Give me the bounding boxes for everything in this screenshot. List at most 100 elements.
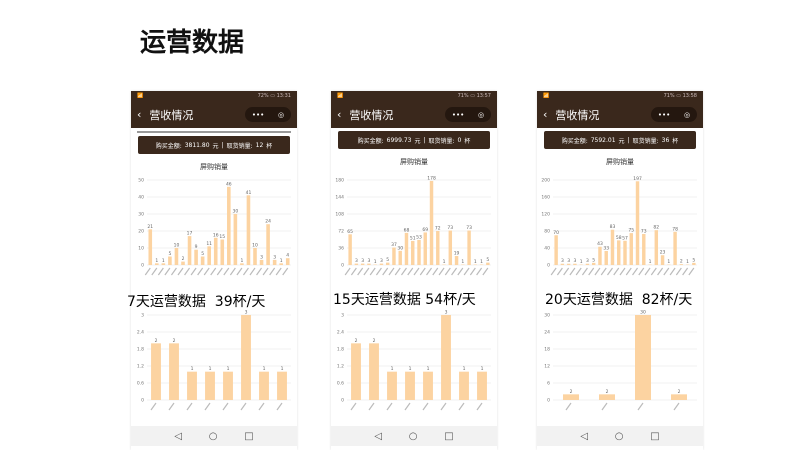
bar-value-label: 16 — [213, 232, 219, 238]
category-label-mark — [150, 402, 157, 411]
more-icon[interactable]: ••• — [657, 110, 671, 119]
back-icon[interactable]: ‹ — [137, 108, 142, 121]
nav-back-icon[interactable]: ◁ — [580, 430, 589, 442]
bar-value-label: 43 — [597, 241, 603, 247]
category-label-mark — [258, 402, 265, 411]
category-label-mark — [400, 267, 407, 276]
capsule-menu[interactable]: ••• ◎ — [651, 107, 697, 122]
status-right: 72% ▭ 13:31 — [257, 93, 291, 99]
bar — [423, 232, 427, 265]
capsule-menu[interactable]: ••• ◎ — [245, 107, 291, 122]
bar — [241, 315, 251, 400]
bar-value-label: 5 — [168, 251, 171, 257]
bar — [404, 232, 409, 265]
nav-recent-icon[interactable]: □ — [650, 430, 660, 442]
category-label-mark — [275, 267, 282, 276]
bar — [635, 181, 640, 265]
sales-label: 取货销量: — [428, 137, 455, 145]
category-label-mark — [240, 402, 247, 411]
bar-value-label: 3 — [445, 310, 448, 316]
category-label-mark — [632, 267, 639, 276]
bottom-bar-chart: 0 0.6 1.2 1.8 2.4 3 2 2 1 1 1 3 1 1 — [337, 310, 491, 411]
android-nav-bar: ◁ ○ □ — [131, 426, 297, 446]
bar — [187, 371, 197, 400]
back-icon[interactable]: ‹ — [543, 108, 548, 121]
category-label-mark — [151, 267, 158, 276]
bar — [207, 246, 211, 265]
category-label-mark — [588, 267, 595, 276]
y-tick-label: 1.8 — [137, 347, 144, 353]
bar-value-label: 41 — [246, 190, 252, 196]
more-icon[interactable]: ••• — [451, 110, 465, 119]
back-icon[interactable]: ‹ — [337, 108, 342, 121]
summary-box: 购买金额: 7592.01 元 | 取货销量: 36 杯 — [544, 131, 696, 149]
nav-recent-icon[interactable]: □ — [244, 430, 254, 442]
summary-box: 购买金额: 6999.73 元 | 取货销量: 0 杯 — [338, 131, 490, 149]
category-label-mark — [688, 267, 695, 276]
bar — [148, 229, 153, 265]
bar-value-label: 5 — [592, 257, 595, 263]
category-label-mark — [222, 402, 229, 411]
category-label-mark — [601, 402, 608, 411]
bar-value-label: 1 — [374, 259, 377, 265]
y-tick-label: 0 — [547, 398, 550, 404]
bar — [360, 263, 365, 265]
bar-value-label: 5 — [692, 257, 695, 263]
bar — [629, 233, 633, 265]
y-tick-label: 120 — [541, 212, 550, 218]
target-icon[interactable]: ◎ — [684, 110, 691, 119]
nav-home-icon[interactable]: ○ — [208, 430, 218, 442]
bar-value-label: 3 — [573, 258, 576, 264]
category-label-mark — [422, 402, 429, 411]
android-nav-bar: ◁ ○ □ — [331, 426, 497, 446]
category-label-mark — [210, 267, 217, 276]
bar — [385, 262, 390, 265]
category-label-mark — [229, 267, 236, 276]
bar-value-label: 73 — [466, 225, 472, 231]
bar — [654, 230, 659, 265]
amount-label: 购买金额: — [357, 137, 384, 145]
y-tick-label: 30 — [138, 212, 144, 218]
bar-value-label: 73 — [641, 228, 647, 234]
target-icon[interactable]: ◎ — [278, 110, 285, 119]
bar-value-label: 1 — [480, 259, 483, 265]
bar — [598, 246, 602, 265]
bar — [348, 234, 352, 265]
bar-value-label: 33 — [603, 245, 609, 251]
nav-back-icon[interactable]: ◁ — [174, 430, 183, 442]
bar — [467, 230, 471, 265]
bar — [610, 229, 615, 265]
bar-value-label: 1 — [263, 366, 266, 372]
target-icon[interactable]: ◎ — [478, 110, 485, 119]
bar-value-label: 1 — [240, 258, 243, 264]
nav-home-icon[interactable]: ○ — [408, 430, 418, 442]
status-right: 71% ▭ 13:58 — [663, 93, 697, 99]
bar-value-label: 10 — [174, 243, 180, 249]
more-icon[interactable]: ••• — [251, 110, 265, 119]
capsule-menu[interactable]: ••• ◎ — [445, 107, 491, 122]
y-tick-label: 1.8 — [337, 347, 344, 353]
bar-value-label: 1 — [227, 366, 230, 372]
nav-back-icon[interactable]: ◁ — [374, 430, 383, 442]
bar-value-label: 82 — [653, 225, 659, 231]
category-label-mark — [650, 267, 657, 276]
nav-recent-icon[interactable]: □ — [444, 430, 454, 442]
y-tick-label: 180 — [335, 178, 344, 184]
y-tick-label: 80 — [544, 229, 550, 235]
bar-value-label: 1 — [443, 259, 446, 265]
bar-value-label: 178 — [427, 175, 436, 181]
category-label-mark — [350, 267, 357, 276]
status-bar: 📶 71% ▭ 13:57 — [331, 91, 497, 101]
bar-value-label: 1 — [649, 259, 652, 265]
bar-value-label: 3 — [561, 258, 564, 264]
category-label-mark — [458, 402, 465, 411]
bar-value-label: 1 — [481, 366, 484, 372]
nav-home-icon[interactable]: ○ — [614, 430, 624, 442]
bar — [259, 259, 264, 265]
bar — [692, 262, 696, 265]
category-label-mark — [242, 267, 249, 276]
bar — [155, 263, 159, 265]
bottom-bar-chart: 0 0.6 1.2 1.8 2.4 3 2 2 1 1 1 3 1 1 — [137, 310, 291, 411]
slide-title: 运营数据 — [140, 28, 245, 58]
